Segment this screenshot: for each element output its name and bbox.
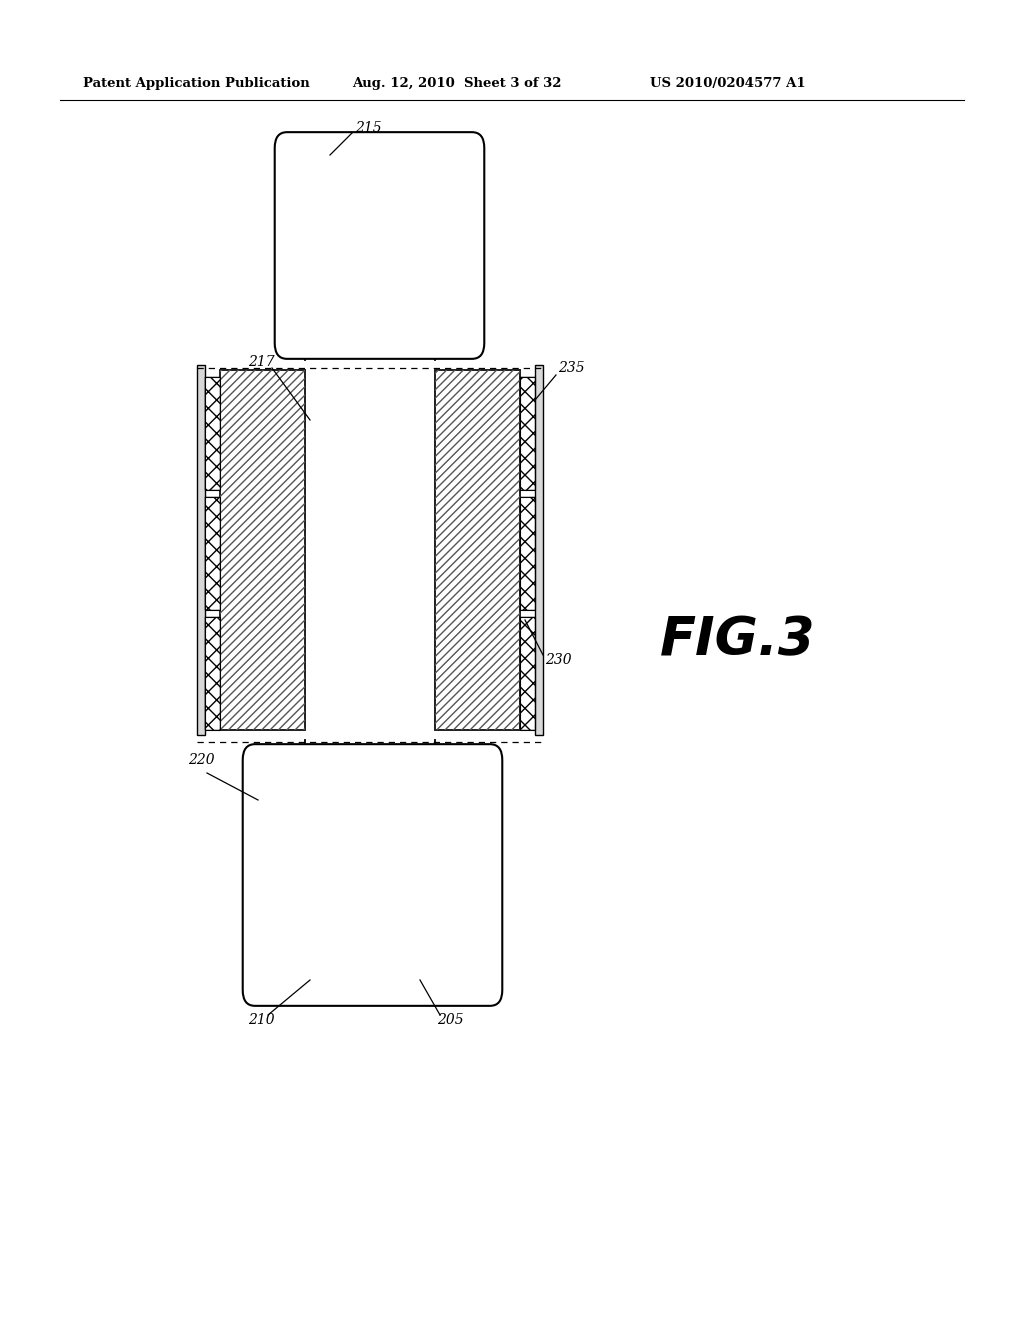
Text: 230: 230 xyxy=(545,653,571,667)
Bar xyxy=(205,498,220,610)
Text: 205: 205 xyxy=(437,1012,464,1027)
Bar xyxy=(435,370,520,730)
Bar xyxy=(520,498,535,610)
Text: 210: 210 xyxy=(248,1012,274,1027)
Bar xyxy=(205,618,220,730)
Bar xyxy=(520,618,535,730)
Bar xyxy=(435,370,520,730)
Bar xyxy=(520,378,535,490)
Text: 215: 215 xyxy=(355,121,382,135)
Text: US 2010/0204577 A1: US 2010/0204577 A1 xyxy=(650,77,806,90)
Bar xyxy=(197,366,205,735)
Bar xyxy=(205,498,220,610)
Bar xyxy=(205,378,220,490)
FancyBboxPatch shape xyxy=(243,744,503,1006)
Bar xyxy=(305,370,435,730)
Bar xyxy=(520,378,535,490)
Bar xyxy=(205,618,220,730)
Bar xyxy=(220,370,305,730)
Bar xyxy=(520,618,535,730)
Text: FIG.3: FIG.3 xyxy=(660,614,816,667)
Text: Patent Application Publication: Patent Application Publication xyxy=(83,77,309,90)
Text: 235: 235 xyxy=(558,360,585,375)
Bar xyxy=(205,378,220,490)
Bar xyxy=(535,366,543,735)
Bar xyxy=(520,498,535,610)
FancyBboxPatch shape xyxy=(274,132,484,359)
Bar xyxy=(220,370,305,730)
Text: 217: 217 xyxy=(248,355,274,370)
Text: 220: 220 xyxy=(188,752,215,767)
Text: Aug. 12, 2010  Sheet 3 of 32: Aug. 12, 2010 Sheet 3 of 32 xyxy=(352,77,561,90)
